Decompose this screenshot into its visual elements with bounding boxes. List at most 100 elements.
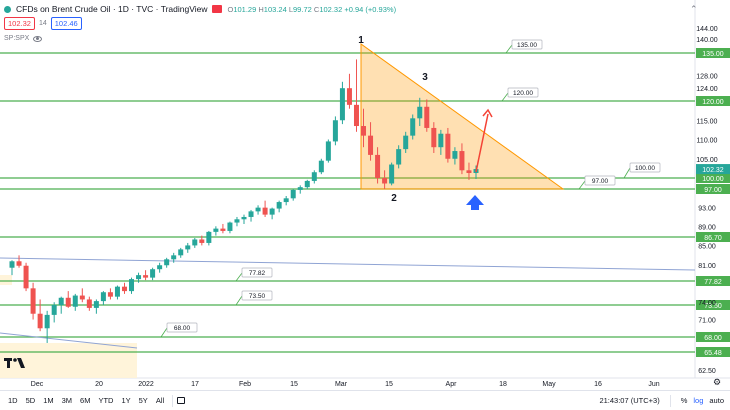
- range-ytd[interactable]: YTD: [98, 396, 114, 405]
- range-6m[interactable]: 6M: [80, 396, 91, 405]
- auto-toggle[interactable]: auto: [709, 396, 724, 405]
- candle-body[interactable]: [438, 133, 444, 148]
- candle-body[interactable]: [382, 178, 388, 184]
- candle-body[interactable]: [143, 275, 149, 278]
- candle-body[interactable]: [220, 228, 226, 231]
- candle-body[interactable]: [353, 104, 359, 127]
- candle-body[interactable]: [37, 313, 43, 329]
- candle-body[interactable]: [192, 239, 198, 246]
- candle-body[interactable]: [283, 198, 289, 203]
- candle-body[interactable]: [178, 249, 184, 256]
- candle-body[interactable]: [79, 295, 85, 300]
- candle-body[interactable]: [185, 245, 191, 250]
- floating-label-box[interactable]: [629, 162, 661, 173]
- candle-body[interactable]: [157, 265, 163, 270]
- range-1m[interactable]: 1M: [43, 396, 54, 405]
- candle-body[interactable]: [368, 135, 374, 155]
- candle-body[interactable]: [51, 305, 57, 315]
- candle-body[interactable]: [58, 297, 64, 305]
- trend-line[interactable]: [0, 257, 696, 271]
- candle-body[interactable]: [445, 133, 451, 159]
- candle-body[interactable]: [339, 88, 345, 121]
- candle-body[interactable]: [255, 207, 261, 212]
- candle-body[interactable]: [325, 141, 331, 161]
- candle-body[interactable]: [199, 239, 205, 243]
- candle-body[interactable]: [452, 151, 458, 159]
- candle-body[interactable]: [396, 149, 402, 165]
- candle-body[interactable]: [23, 265, 29, 289]
- candle-body[interactable]: [16, 261, 22, 266]
- range-5y[interactable]: 5Y: [138, 396, 148, 405]
- candle-body[interactable]: [410, 118, 416, 136]
- candle-body[interactable]: [150, 269, 156, 278]
- candle-body[interactable]: [417, 106, 423, 119]
- symbol-title[interactable]: CFDs on Brent Crude Oil · 1D · TVC · Tra…: [16, 4, 208, 14]
- trend-line[interactable]: [0, 332, 138, 349]
- candle-body[interactable]: [93, 301, 99, 308]
- candle-body[interactable]: [466, 170, 472, 173]
- candle-body[interactable]: [297, 187, 303, 190]
- candle-body[interactable]: [136, 275, 142, 280]
- floating-label-box[interactable]: [511, 39, 543, 50]
- candle-body[interactable]: [65, 297, 71, 307]
- candle-body[interactable]: [227, 222, 233, 231]
- floating-label-box[interactable]: [241, 290, 273, 301]
- clock[interactable]: 21:43:07 (UTC+3): [599, 396, 660, 405]
- candle-body[interactable]: [361, 126, 367, 136]
- collapse-icon[interactable]: ⌃: [690, 4, 698, 14]
- triangle-pattern[interactable]: [360, 43, 565, 190]
- indicator-label[interactable]: SP:SPX: [4, 35, 30, 42]
- candle-body[interactable]: [206, 231, 212, 243]
- tradingview-logo-icon[interactable]: [4, 356, 26, 370]
- candle-body[interactable]: [424, 106, 430, 128]
- candle-body[interactable]: [248, 211, 254, 217]
- percent-toggle[interactable]: %: [680, 396, 688, 405]
- range-1d[interactable]: 1D: [8, 396, 18, 405]
- candle-body[interactable]: [44, 314, 50, 329]
- candle-body[interactable]: [171, 255, 177, 260]
- candle-body[interactable]: [318, 160, 324, 173]
- candle-body[interactable]: [375, 154, 381, 178]
- candle-body[interactable]: [213, 228, 219, 232]
- candle-body[interactable]: [9, 261, 15, 268]
- calendar-icon[interactable]: [177, 397, 186, 404]
- candle-body[interactable]: [100, 292, 106, 302]
- candle-body[interactable]: [121, 286, 127, 292]
- candle-body[interactable]: [269, 208, 275, 215]
- candle-body[interactable]: [114, 286, 120, 297]
- floating-label-box[interactable]: [166, 322, 198, 333]
- candle-body[interactable]: [107, 292, 113, 297]
- range-1y[interactable]: 1Y: [121, 396, 131, 405]
- candle-body[interactable]: [290, 189, 296, 199]
- log-toggle[interactable]: log: [693, 396, 704, 405]
- candle-body[interactable]: [403, 135, 409, 150]
- floating-label-box[interactable]: [241, 267, 273, 278]
- candle-body[interactable]: [241, 216, 247, 220]
- candle-body[interactable]: [129, 279, 135, 292]
- buy-button[interactable]: 102.46: [50, 17, 82, 30]
- candle-body[interactable]: [30, 288, 36, 314]
- candle-body[interactable]: [164, 259, 170, 266]
- candle-body[interactable]: [346, 88, 352, 105]
- candle-body[interactable]: [311, 172, 317, 181]
- range-3m[interactable]: 3M: [61, 396, 73, 405]
- floating-label-box[interactable]: [507, 87, 539, 98]
- candle-body[interactable]: [234, 219, 240, 223]
- floating-label-box[interactable]: [584, 175, 616, 186]
- candle-body[interactable]: [459, 151, 465, 171]
- candle-body[interactable]: [332, 120, 338, 142]
- candle-body[interactable]: [389, 164, 395, 184]
- eye-icon[interactable]: [33, 35, 43, 42]
- candle-body[interactable]: [276, 202, 282, 209]
- candle-body[interactable]: [86, 299, 92, 308]
- candle-body[interactable]: [431, 127, 437, 148]
- candle-body[interactable]: [262, 207, 268, 215]
- range-all[interactable]: All: [155, 396, 165, 405]
- sell-button[interactable]: 102.32: [4, 17, 35, 30]
- candle-body[interactable]: [72, 295, 78, 307]
- candle-body[interactable]: [304, 180, 310, 188]
- alert-icon[interactable]: [212, 5, 223, 13]
- range-5d[interactable]: 5D: [25, 396, 36, 405]
